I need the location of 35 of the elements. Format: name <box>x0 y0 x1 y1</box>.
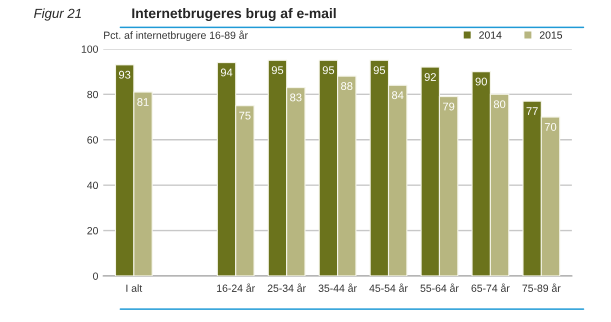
x-tick-label: 35-44 år <box>318 283 357 292</box>
data-label: 77 <box>526 107 538 115</box>
data-label: 81 <box>137 98 149 106</box>
y-tick-label: 40 <box>87 182 98 190</box>
x-tick-label: 25-34 år <box>268 283 306 292</box>
data-label: 95 <box>322 66 334 74</box>
x-tick-label: 65-74 år <box>472 283 510 292</box>
x-tick-label: 55-64 år <box>420 283 459 292</box>
data-label: 79 <box>443 102 454 110</box>
data-label: 88 <box>341 82 352 90</box>
x-tick-label: I alt <box>126 284 142 292</box>
x-tick-label: 45-54 år <box>369 283 408 292</box>
y-tick-label: 100 <box>82 45 98 53</box>
y-tick-label: 60 <box>87 136 98 144</box>
data-label: 84 <box>392 91 404 100</box>
y-tick-label: 0 <box>93 272 98 280</box>
y-axis-title: Pct. af internetbrugere 16-89 år <box>104 30 248 41</box>
y-tick-label: 20 <box>87 227 98 234</box>
x-tick-label: 75-89 år <box>522 283 561 292</box>
legend-label: 2014 <box>479 31 502 39</box>
chart-title: Internetbrugeres brug af e-mail <box>132 8 336 21</box>
data-label: 70 <box>544 123 556 131</box>
data-label: 92 <box>424 73 436 81</box>
x-tick-label: 16-24 år <box>217 283 255 292</box>
data-label: 90 <box>476 78 487 86</box>
y-tick-label: 80 <box>87 90 98 98</box>
legend-label: 2015 <box>540 31 562 39</box>
text: Figur 21 <box>34 8 81 21</box>
data-label: 75 <box>239 112 251 120</box>
data-label: 80 <box>494 100 506 108</box>
data-label: 83 <box>290 94 302 102</box>
data-label: 93 <box>118 70 130 79</box>
data-label: 95 <box>374 66 386 74</box>
data-label: 95 <box>272 66 284 74</box>
data-label: 94 <box>220 68 232 76</box>
